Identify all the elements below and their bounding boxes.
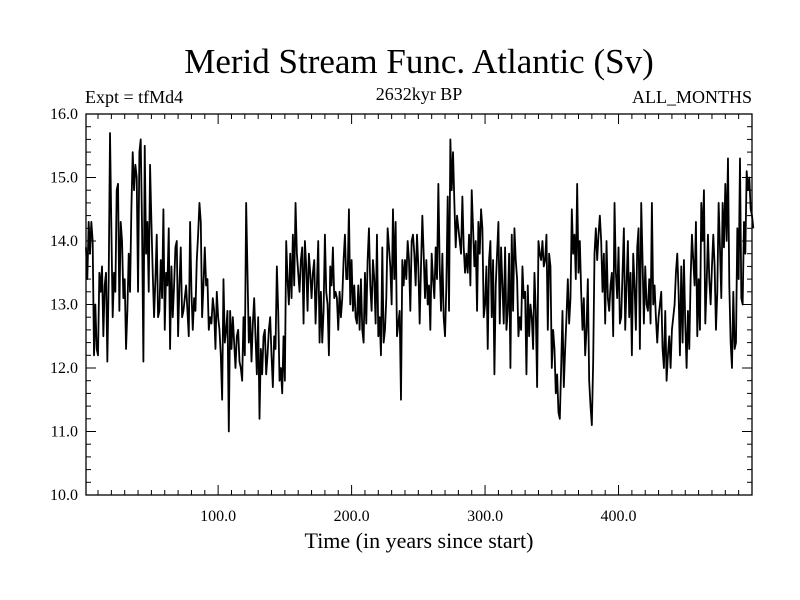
x-tick-label: 200.0 xyxy=(334,508,370,525)
x-tick-label: 400.0 xyxy=(601,508,637,525)
chart-subtitle-left: Expt = tfMd4 xyxy=(85,87,183,107)
chart-subtitle-right: ALL_MONTHS xyxy=(632,87,752,107)
y-tick-label: 12.0 xyxy=(50,360,78,377)
y-tick-label: 13.0 xyxy=(50,297,78,314)
plot-area-frame xyxy=(85,113,753,496)
y-tick-label: 15.0 xyxy=(50,170,78,187)
series-layer xyxy=(85,132,755,433)
chart-title: Merid Stream Func. Atlantic (Sv) xyxy=(184,42,654,81)
x-axis-ticks xyxy=(97,114,753,495)
y-tick-label: 16.0 xyxy=(50,106,78,123)
y-axis-tick-labels: 10.0 11.0 12.0 13.0 14.0 15.0 16.0 xyxy=(50,106,78,504)
y-tick-label: 11.0 xyxy=(51,424,78,441)
x-tick-label: 300.0 xyxy=(467,508,503,525)
x-tick-label: 100.0 xyxy=(200,508,236,525)
x-axis-tick-labels: 100.0 200.0 300.0 400.0 xyxy=(200,508,636,525)
y-tick-label: 14.0 xyxy=(50,233,78,250)
series-line xyxy=(85,132,755,433)
y-tick-label: 10.0 xyxy=(50,487,78,504)
x-axis-label: Time (in years since start) xyxy=(305,528,534,553)
chart-subtitle-center: 2632kyr BP xyxy=(376,84,463,104)
